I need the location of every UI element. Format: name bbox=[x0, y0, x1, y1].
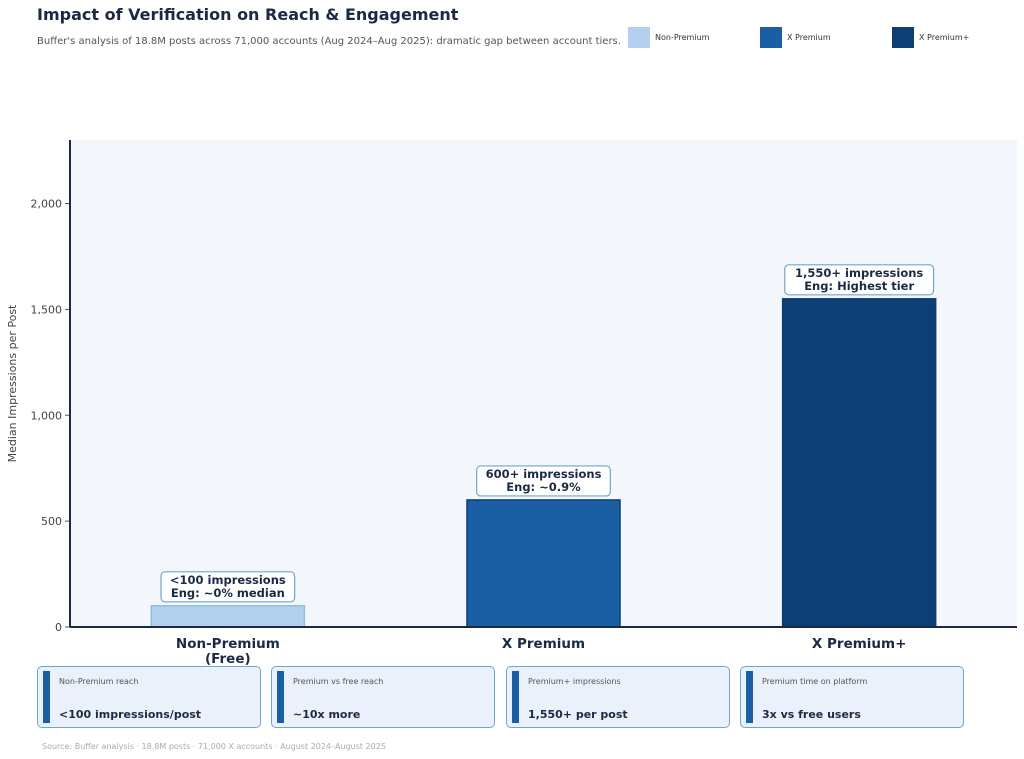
card-value: 3x vs free users bbox=[762, 708, 861, 721]
x-tick-label: (Free) bbox=[205, 651, 251, 665]
annotation-text: Eng: ~0% median bbox=[171, 586, 285, 600]
legend-swatch bbox=[892, 27, 914, 48]
card-label: Premium+ impressions bbox=[528, 677, 621, 686]
legend-item-x-premium: X Premium bbox=[760, 27, 831, 48]
x-tick-label: Non-Premium bbox=[176, 636, 280, 652]
y-tick-label: 1,000 bbox=[31, 409, 63, 422]
x-tick-label: X Premium+ bbox=[812, 636, 907, 652]
card-accent bbox=[746, 671, 753, 723]
y-tick-label: 1,500 bbox=[31, 303, 63, 316]
x-tick-label: X Premium bbox=[502, 636, 585, 652]
annotation-text: 600+ impressions bbox=[486, 467, 602, 481]
source-note: Source: Buffer analysis · 18.8M posts · … bbox=[42, 742, 386, 751]
stat-card: Premium vs free reach ~10x more bbox=[271, 666, 495, 728]
card-accent bbox=[43, 671, 50, 723]
annotation-text: Eng: Highest tier bbox=[804, 279, 914, 293]
card-value: 1,550+ per post bbox=[528, 708, 628, 721]
card-label: Premium time on platform bbox=[762, 677, 868, 686]
annotation-box bbox=[160, 571, 296, 603]
bar-chart: 0 500 1,000 1,500 2,000 Median Impressions pe… bbox=[6, 140, 1017, 665]
annotation-box bbox=[784, 264, 935, 296]
y-tick-label: 2,000 bbox=[31, 198, 63, 211]
stat-card: Premium+ impressions 1,550+ per post bbox=[506, 666, 730, 728]
y-tick-label: 500 bbox=[41, 515, 62, 528]
legend-label: Non-Premium bbox=[655, 33, 710, 42]
bar bbox=[466, 499, 621, 628]
annotation-text: 1,550+ impressions bbox=[795, 266, 923, 280]
card-label: Premium vs free reach bbox=[293, 677, 384, 686]
annotation-text: <100 impressions bbox=[170, 573, 286, 587]
card-label: Non-Premium reach bbox=[59, 677, 139, 686]
stat-card: Non-Premium reach <100 impressions/post bbox=[37, 666, 261, 728]
card-accent bbox=[277, 671, 284, 723]
bar bbox=[150, 605, 306, 628]
card-value: ~10x more bbox=[293, 708, 361, 721]
stat-card: Premium time on platform 3x vs free users bbox=[740, 666, 964, 728]
legend-item-x-premium-plus: X Premium+ bbox=[892, 27, 969, 48]
legend-item-non-premium: Non-Premium bbox=[628, 27, 709, 48]
bar bbox=[781, 298, 937, 628]
y-axis-label: Median Impressions per Post bbox=[6, 304, 19, 462]
card-accent bbox=[512, 671, 519, 723]
y-tick-label: 0 bbox=[55, 621, 62, 634]
card-value: <100 impressions/post bbox=[59, 708, 202, 721]
legend-label: X Premium+ bbox=[919, 33, 970, 42]
annotation-text: Eng: ~0.9% bbox=[506, 480, 581, 494]
legend-swatch bbox=[628, 27, 650, 48]
chart-subtitle: Buffer's analysis of 18.8M posts across … bbox=[37, 36, 621, 47]
chart-title: Impact of Verification on Reach & Engage… bbox=[37, 5, 459, 24]
legend-label: X Premium bbox=[787, 33, 831, 42]
legend-swatch bbox=[760, 27, 782, 48]
annotation-box bbox=[476, 465, 611, 497]
